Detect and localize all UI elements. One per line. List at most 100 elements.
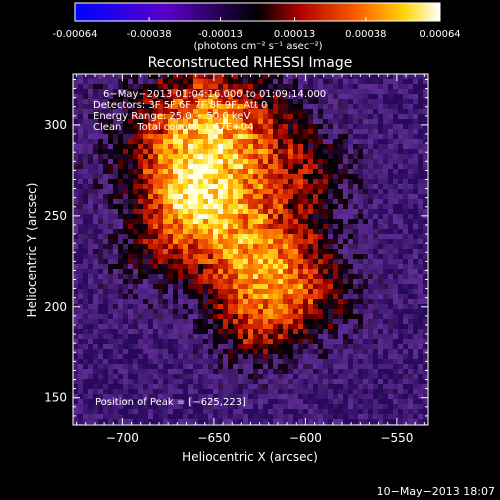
heatmap-cell (238, 264, 244, 270)
heatmap-cell (78, 139, 84, 145)
heatmap-cell (88, 114, 94, 120)
heatmap-cell (373, 239, 379, 245)
heatmap-cell (413, 169, 419, 175)
heatmap-cell (128, 269, 134, 275)
heatmap-cell (103, 99, 109, 105)
heatmap-cell (243, 369, 249, 375)
heatmap-cell (423, 84, 428, 90)
heatmap-cell (138, 344, 144, 350)
heatmap-cell (118, 359, 124, 365)
heatmap-cell (193, 159, 199, 165)
heatmap-cell (298, 229, 304, 235)
heatmap-cell (333, 354, 339, 360)
heatmap-cell (238, 199, 244, 205)
heatmap-cell (208, 384, 214, 390)
heatmap-cell (368, 279, 374, 285)
heatmap-cell (103, 74, 109, 80)
heatmap-cell (83, 344, 89, 350)
heatmap-cell (138, 399, 144, 405)
heatmap-cell (108, 164, 114, 170)
heatmap-cell (413, 399, 419, 405)
heatmap-cell (263, 344, 269, 350)
heatmap-cell (248, 234, 254, 240)
heatmap-cell (243, 129, 249, 135)
heatmap-cell (393, 334, 399, 340)
heatmap-cell (223, 209, 229, 215)
heatmap-cell (273, 244, 279, 250)
heatmap-cell (273, 249, 279, 255)
heatmap-cell (168, 214, 174, 220)
heatmap-cell (398, 149, 404, 155)
heatmap-cell (183, 269, 189, 275)
heatmap-cell (188, 364, 194, 370)
heatmap-cell (218, 234, 224, 240)
heatmap-cell (183, 234, 189, 240)
heatmap-cell (338, 214, 344, 220)
heatmap-cell (323, 224, 329, 230)
heatmap-cell (383, 264, 389, 270)
heatmap-cell (378, 254, 384, 260)
heatmap-cell (158, 139, 164, 145)
heatmap-cell (343, 249, 349, 255)
heatmap-cell (333, 229, 339, 235)
heatmap-cell (218, 324, 224, 330)
heatmap-cell (183, 329, 189, 335)
heatmap-cell (188, 124, 194, 130)
heatmap-cell (103, 109, 109, 115)
heatmap-cell (153, 179, 159, 185)
heatmap-cell (103, 344, 109, 350)
heatmap-cell (328, 204, 334, 210)
heatmap-cell (118, 89, 124, 95)
heatmap-cell (83, 369, 89, 375)
heatmap-cell (178, 189, 184, 195)
heatmap-cell (378, 349, 384, 355)
heatmap-cell (163, 304, 169, 310)
heatmap-cell (83, 194, 89, 200)
heatmap-cell (88, 399, 94, 405)
heatmap-cell (193, 404, 199, 410)
heatmap-cell (73, 144, 79, 150)
heatmap-cell (408, 194, 414, 200)
heatmap-cell (368, 174, 374, 180)
heatmap-cell (228, 344, 234, 350)
heatmap-cell (263, 329, 269, 335)
heatmap-cell (223, 254, 229, 260)
heatmap-cell (353, 249, 359, 255)
heatmap-cell (73, 314, 79, 320)
heatmap-cell (183, 174, 189, 180)
heatmap-cell (123, 269, 129, 275)
heatmap-cell (188, 409, 194, 415)
heatmap-cell (298, 264, 304, 270)
heatmap-cell (363, 224, 369, 230)
heatmap-cell (378, 129, 384, 135)
heatmap-cell (273, 389, 279, 395)
heatmap-cell (388, 414, 394, 420)
heatmap-cell (273, 124, 279, 130)
heatmap-cell (83, 289, 89, 295)
heatmap-cell (268, 269, 274, 275)
heatmap-cell (398, 329, 404, 335)
heatmap-cell (258, 289, 264, 295)
heatmap-cell (353, 384, 359, 390)
heatmap-cell (328, 114, 334, 120)
heatmap-cell (238, 229, 244, 235)
heatmap-cell (303, 374, 309, 380)
heatmap-cell (398, 94, 404, 100)
heatmap-cell (188, 319, 194, 325)
heatmap-cell (368, 324, 374, 330)
heatmap-cell (193, 229, 199, 235)
heatmap-cell (373, 414, 379, 420)
heatmap-cell (398, 389, 404, 395)
heatmap-cell (388, 344, 394, 350)
heatmap-cell (73, 239, 79, 245)
heatmap-cell (218, 79, 224, 85)
heatmap-cell (123, 244, 129, 250)
heatmap-cell (388, 359, 394, 365)
heatmap-cell (288, 364, 294, 370)
heatmap-cell (138, 319, 144, 325)
heatmap-cell (78, 134, 84, 140)
heatmap-cell (373, 219, 379, 225)
heatmap-cell (268, 289, 274, 295)
heatmap-cell (103, 104, 109, 110)
heatmap-cell (118, 189, 124, 195)
